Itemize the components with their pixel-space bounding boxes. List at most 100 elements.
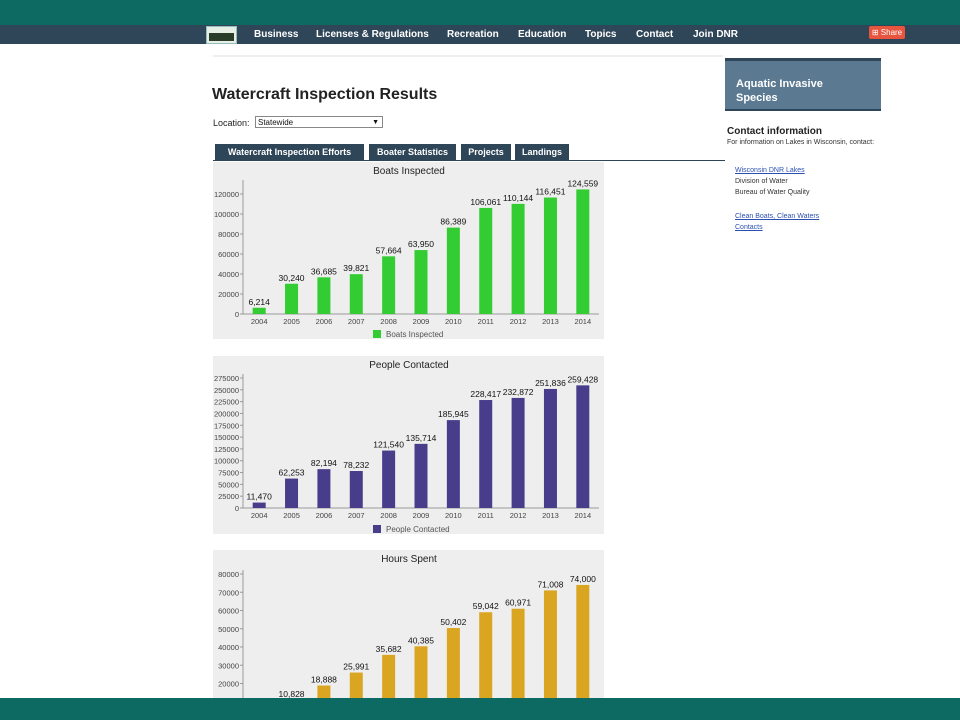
- bottom-banner: [0, 698, 960, 720]
- bar-2010: [446, 420, 460, 508]
- x-tick-label: 2009: [413, 511, 430, 520]
- share-button[interactable]: ⊞ Share: [869, 26, 905, 39]
- y-tick-label: 0: [235, 310, 239, 319]
- divider: [213, 55, 723, 57]
- bar-value-label: 59,042: [473, 601, 499, 611]
- y-tick-label: 70000: [218, 588, 239, 597]
- bar-value-label: 232,872: [503, 387, 534, 397]
- bar-2010: [446, 227, 460, 314]
- tab-boater-statistics[interactable]: Boater Statistics: [369, 144, 456, 160]
- bar-2011: [479, 207, 493, 314]
- link-wisconsin-dnr-lakes[interactable]: Wisconsin DNR Lakes: [735, 167, 805, 174]
- bar-2008: [382, 256, 396, 314]
- bar-2005: [285, 478, 299, 508]
- nav-business[interactable]: Business: [254, 29, 299, 40]
- bar-2013: [543, 388, 557, 508]
- bar-value-label: 74,000: [570, 574, 596, 584]
- page-title: Watercraft Inspection Results: [212, 86, 438, 103]
- bar-value-label: 36,685: [311, 266, 337, 276]
- y-tick-label: 20000: [218, 290, 239, 299]
- bar-value-label: 185,945: [438, 409, 469, 419]
- bar-value-label: 116,451: [535, 187, 565, 197]
- bar-value-label: 11,470: [246, 492, 272, 502]
- nav-join-dnr[interactable]: Join DNR: [693, 29, 738, 40]
- x-tick-label: 2014: [574, 511, 591, 520]
- bar-value-label: 228,417: [470, 389, 501, 399]
- bar-value-label: 63,950: [408, 239, 434, 249]
- y-tick-label: 20000: [218, 680, 239, 689]
- bar-value-label: 10,828: [279, 689, 305, 698]
- bar-2013: [543, 197, 557, 314]
- division-of-water: Division of Water: [735, 178, 788, 185]
- legend-swatch: [373, 525, 381, 533]
- bar-2014: [576, 584, 590, 698]
- x-tick-label: 2007: [348, 511, 365, 520]
- y-tick-label: 60000: [218, 607, 239, 616]
- boats-chart-svg: Boats Inspected 0 20000 40000 60000 80000 1000…: [214, 166, 599, 339]
- share-label: Share: [880, 28, 903, 37]
- aquatic-invasive-species-box[interactable]: Aquatic Invasive Species: [725, 58, 881, 111]
- bar-2008: [382, 450, 396, 508]
- bar-value-label: 82,194: [311, 458, 337, 468]
- tab-projects[interactable]: Projects: [461, 144, 511, 160]
- bureau-of-water-quality: Bureau of Water Quality: [735, 189, 810, 196]
- bar-value-label: 62,253: [279, 468, 305, 478]
- nav-education[interactable]: Education: [518, 29, 567, 40]
- bar-value-label: 25,991: [343, 662, 369, 672]
- bar-2009: [414, 646, 428, 698]
- bar-2013: [543, 590, 557, 698]
- dnr-logo[interactable]: [206, 26, 237, 44]
- location-select[interactable]: Statewide ▼: [255, 116, 383, 128]
- bar-value-label: 71,008: [537, 579, 563, 589]
- x-tick-label: 2011: [478, 511, 494, 520]
- x-tick-label: 2012: [510, 317, 527, 326]
- main-navigation: [0, 25, 960, 44]
- legend-swatch: [373, 330, 381, 338]
- x-tick-label: 2004: [251, 511, 268, 520]
- bar-value-label: 40,385: [408, 635, 434, 645]
- bar-2010: [446, 628, 460, 698]
- y-tick-label: 75000: [218, 469, 239, 478]
- link-clean-boats-clean-waters[interactable]: Clean Boats, Clean Waters: [735, 213, 820, 220]
- bar-2007: [349, 471, 363, 508]
- bar-value-label: 124,559: [567, 178, 598, 188]
- tab-watercraft-inspection-efforts[interactable]: Watercraft Inspection Efforts: [215, 144, 364, 160]
- bar-value-label: 251,836: [535, 378, 566, 388]
- x-tick-label: 2004: [251, 317, 268, 326]
- nav-contact[interactable]: Contact: [636, 29, 674, 40]
- x-tick-label: 2013: [542, 511, 559, 520]
- nav-recreation[interactable]: Recreation: [447, 29, 499, 40]
- x-tick-label: 2007: [348, 317, 365, 326]
- y-tick-label: 175000: [214, 421, 239, 430]
- chevron-down-icon: ▼: [372, 119, 379, 126]
- location-value: Statewide: [258, 118, 294, 127]
- bar-2009: [414, 250, 428, 314]
- tab-landings[interactable]: Landings: [515, 144, 569, 160]
- x-tick-label: 2005: [283, 511, 300, 520]
- x-tick-label: 2008: [380, 317, 397, 326]
- bar-2004: [252, 502, 266, 508]
- y-tick-label: 120000: [214, 190, 239, 199]
- bar-value-label: 135,714: [406, 433, 437, 443]
- y-tick-label: 40000: [218, 270, 239, 279]
- bar-2012: [511, 608, 525, 698]
- nav-topics[interactable]: Topics: [585, 29, 617, 40]
- chart-people-contacted: People Contacted 0 25000 50000 75000 100000 12…: [213, 356, 604, 534]
- chart-title: Boats Inspected: [373, 166, 445, 177]
- x-tick-label: 2011: [478, 317, 494, 326]
- y-tick-label: 150000: [214, 433, 239, 442]
- bar-2011: [479, 400, 493, 508]
- legend-label: Boats Inspected: [386, 330, 443, 339]
- link-contacts[interactable]: Contacts: [735, 224, 763, 231]
- chart-title: Hours Spent: [381, 554, 437, 565]
- y-tick-label: 40000: [218, 643, 239, 652]
- nav-licenses-regulations[interactable]: Licenses & Regulations: [316, 29, 429, 40]
- bar-value-label: 110,144: [503, 193, 533, 203]
- y-tick-label: 125000: [214, 445, 239, 454]
- x-tick-label: 2006: [316, 317, 333, 326]
- chart-title: People Contacted: [369, 360, 449, 371]
- contact-intro: For information on Lakes in Wisconsin, c…: [727, 139, 875, 146]
- chart-hours-spent: Hours Spent 20000 30000 40000 50000 60000 7000…: [213, 550, 604, 698]
- bar-2012: [511, 397, 525, 508]
- bar-value-label: 50,402: [440, 617, 466, 627]
